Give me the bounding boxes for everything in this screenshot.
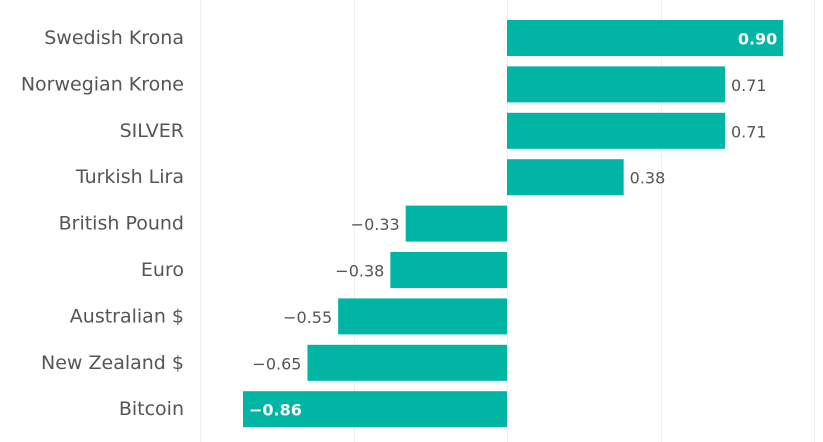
category-label: Australian $ — [70, 305, 184, 327]
category-label: Turkish Lira — [75, 166, 184, 188]
bar — [405, 205, 507, 242]
value-label: −0.86 — [249, 401, 302, 420]
value-label: −0.33 — [351, 215, 400, 234]
value-label: 0.90 — [738, 30, 777, 49]
bar — [307, 344, 507, 381]
value-label: 0.71 — [731, 122, 767, 141]
category-label: New Zealand $ — [41, 352, 184, 374]
category-label: SILVER — [120, 120, 184, 142]
bars — [242, 20, 784, 428]
category-label: Swedish Krona — [44, 27, 184, 49]
value-labels: 0.90 0.71 0.71 0.38 −0.33 −0.38 −0.55 −0.65 −0.8… — [249, 30, 777, 420]
bar — [507, 112, 725, 149]
value-label: 0.71 — [731, 76, 767, 95]
category-label: Bitcoin — [119, 398, 184, 420]
category-label: Norwegian Krone — [21, 73, 184, 95]
bar — [390, 252, 507, 288]
bar — [507, 20, 784, 56]
bar — [507, 66, 725, 103]
value-label: −0.65 — [252, 354, 301, 373]
bar — [338, 298, 507, 335]
category-labels: Swedish Krona Norwegian Krone SILVER Turkis… — [21, 27, 184, 420]
bar — [242, 391, 508, 428]
value-label: −0.38 — [335, 262, 384, 281]
value-label: −0.55 — [283, 308, 332, 327]
category-label: Euro — [141, 259, 184, 281]
bar — [507, 159, 624, 196]
value-label: 0.38 — [630, 169, 666, 188]
grid-lines — [200, 0, 815, 442]
category-label: British Pound — [59, 213, 184, 235]
